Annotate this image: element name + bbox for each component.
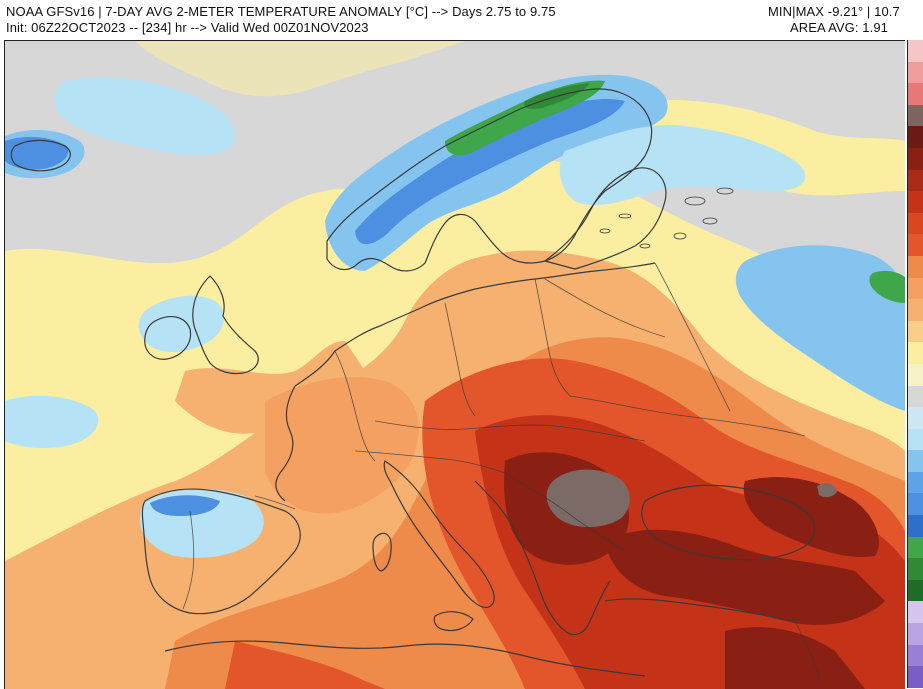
extreme-hot-region-levant: [725, 627, 865, 689]
cool-region-east: [735, 245, 905, 411]
cool-region-northeast: [559, 125, 806, 206]
colorbar-segment: [908, 234, 923, 256]
colorbar-segment: [908, 126, 923, 148]
coastline-sicily: [433, 611, 474, 632]
coastline-great-britain: [192, 275, 259, 375]
min-max-readout: MIN|MAX -9.21° | 10.7: [768, 4, 900, 19]
maximum-anomaly-core-small: [817, 483, 837, 498]
colorbar-segment: [908, 450, 923, 472]
coastline-sardinia: [372, 532, 392, 572]
border-central-south: [374, 420, 646, 442]
colorbar-segment: [908, 212, 923, 235]
colorbar-segment: [908, 299, 923, 321]
colorbar-segment: [908, 277, 923, 300]
colorbar-segment: [908, 623, 923, 645]
colorbar-segment: [908, 104, 923, 127]
colorbar-segment: [908, 515, 923, 537]
coldest-region-east: [869, 270, 905, 303]
colorbar-segment: [908, 83, 923, 105]
border-russia: [654, 262, 731, 412]
colorbar-segment: [908, 255, 923, 278]
border-poland-east: [534, 278, 571, 397]
coastline-scandinavia: [326, 88, 653, 272]
lake-outline: [673, 232, 687, 240]
warm-yellow-region-north: [5, 41, 465, 97]
colorbar-segment: [908, 61, 923, 84]
colorbar-segment: [908, 644, 923, 667]
coastline-france: [275, 385, 296, 502]
border-germany-poland: [444, 302, 476, 417]
colorbar-segment: [908, 536, 923, 559]
border-alps: [354, 450, 506, 474]
colorbar-segment: [908, 666, 923, 688]
cooler-region-iceland: [5, 136, 69, 170]
border-spain-portugal: [182, 510, 195, 610]
colorbar-segment: [908, 147, 923, 170]
cooler-region-scandinavia: [355, 99, 625, 245]
temperature-anomaly-map: [4, 40, 905, 689]
coastline-iberia: [141, 488, 301, 615]
colorbar-segment: [908, 385, 923, 408]
colorbar-segment: [908, 601, 923, 624]
maximum-anomaly-core: [546, 469, 630, 528]
lake-outline: [618, 213, 632, 219]
border-spain-france: [254, 495, 296, 510]
area-average-readout: AREA AVG: 1.91: [790, 20, 888, 35]
country-borders: [182, 262, 821, 682]
lake-outline: [684, 196, 706, 206]
coastline-turkey: [604, 598, 796, 622]
extreme-hot-region-east: [605, 529, 885, 625]
border-france-germany: [334, 350, 376, 462]
colorbar-segment: [908, 493, 923, 516]
colorbar-segment: [908, 191, 923, 213]
border-baltics: [544, 278, 666, 338]
header: NOAA GFSv16 | 7-DAY AVG 2-METER TEMPERAT…: [0, 0, 923, 38]
colorbar-segment: [908, 407, 923, 429]
coastlines: [10, 88, 816, 677]
map-title: NOAA GFSv16 | 7-DAY AVG 2-METER TEMPERAT…: [6, 4, 556, 19]
lake-outline: [639, 243, 651, 249]
lake-outline: [716, 187, 734, 195]
border-turkey-east: [794, 620, 821, 682]
colorbar-segment: [908, 40, 923, 62]
colorbar-segment: [908, 342, 923, 364]
init-valid-line: Init: 06Z22OCT2023 -- [234] hr --> Valid…: [6, 20, 369, 35]
lake-outlines: [599, 187, 734, 249]
colorbar-segment: [908, 428, 923, 451]
coastline-continent: [294, 262, 656, 387]
cooler-region-iberia: [150, 495, 220, 516]
cool-region-atlantic: [54, 77, 236, 156]
colorbar-segment: [908, 471, 923, 494]
coastline-italy: [383, 460, 495, 609]
coastline-black-sea: [641, 484, 816, 561]
colorbar-legend: [907, 40, 923, 688]
colorbar-segment: [908, 169, 923, 192]
colorbar-segment: [908, 320, 923, 343]
border-balkans: [504, 472, 626, 552]
warm-yellow-region-east: [645, 100, 905, 196]
colorbar-segment: [908, 558, 923, 580]
coastline-finland: [544, 167, 667, 270]
cool-region-british-isles: [138, 295, 225, 353]
lake-outline: [599, 228, 611, 234]
cool-region-atlantic-south: [5, 395, 99, 449]
coastline-ireland: [144, 315, 192, 360]
coastline-balkans: [474, 480, 611, 636]
colorbar-segment: [908, 579, 923, 602]
hot-region-south: [225, 641, 385, 689]
colorbar-segment: [908, 363, 923, 386]
coastline-north-africa: [164, 640, 646, 677]
lake-outline: [702, 217, 718, 225]
map-canvas: [5, 41, 905, 689]
border-ukraine: [569, 395, 806, 437]
warmer-region-france: [265, 377, 419, 514]
coastline-iceland: [10, 139, 71, 172]
